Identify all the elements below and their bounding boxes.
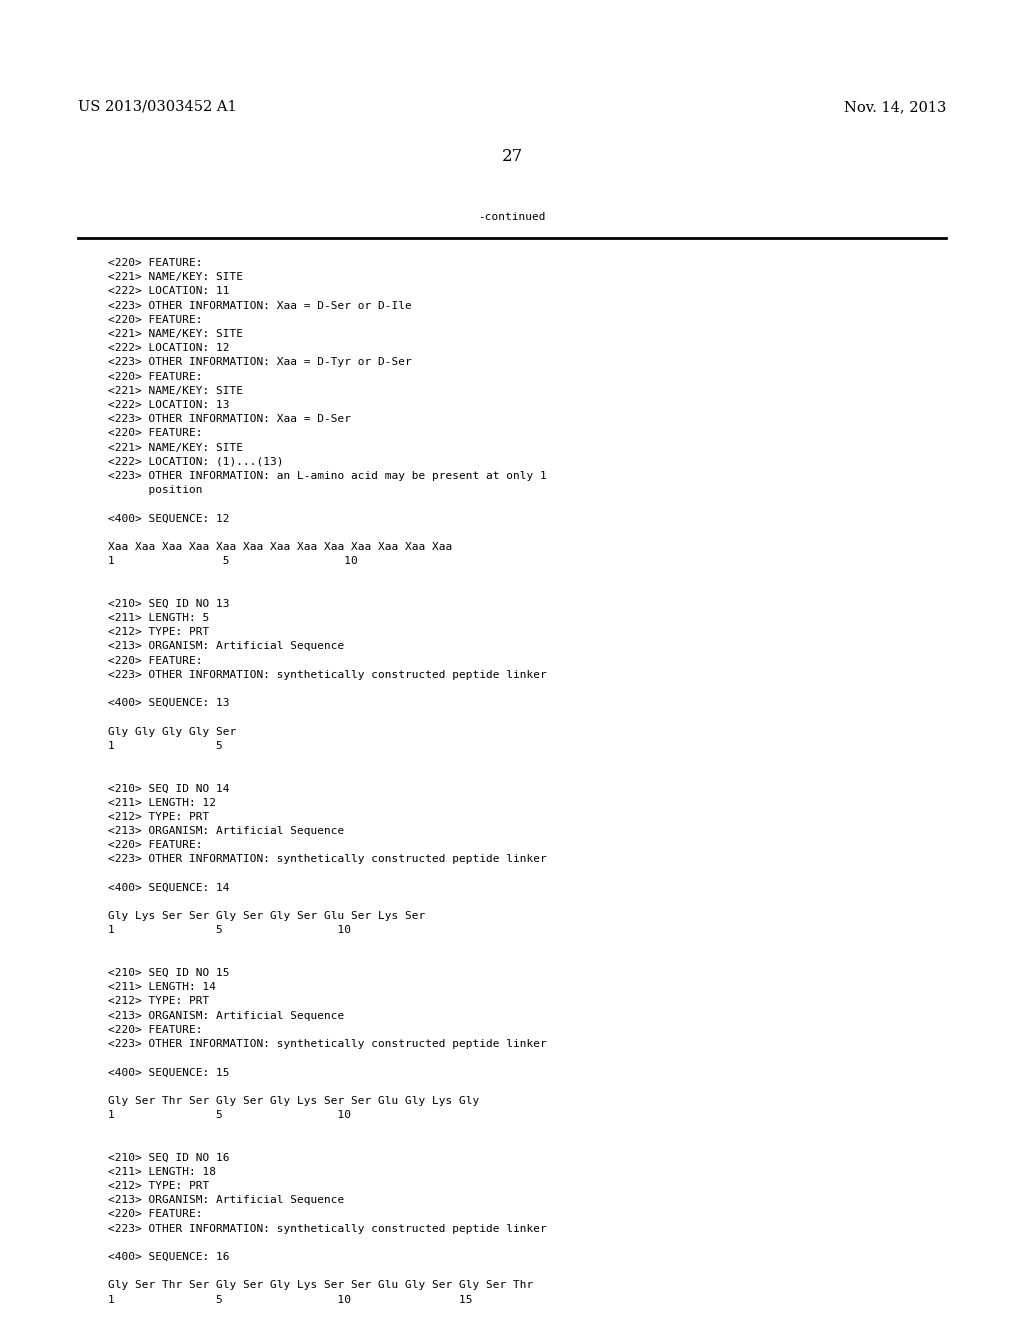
Text: <210> SEQ ID NO 15: <210> SEQ ID NO 15 <box>108 968 229 978</box>
Text: <210> SEQ ID NO 16: <210> SEQ ID NO 16 <box>108 1152 229 1163</box>
Text: <212> TYPE: PRT: <212> TYPE: PRT <box>108 997 209 1006</box>
Text: Gly Gly Gly Gly Ser: Gly Gly Gly Gly Ser <box>108 726 237 737</box>
Text: Gly Lys Ser Ser Gly Ser Gly Ser Glu Ser Lys Ser: Gly Lys Ser Ser Gly Ser Gly Ser Glu Ser … <box>108 911 425 921</box>
Text: <223> OTHER INFORMATION: Xaa = D-Tyr or D-Ser: <223> OTHER INFORMATION: Xaa = D-Tyr or … <box>108 358 412 367</box>
Text: <213> ORGANISM: Artificial Sequence: <213> ORGANISM: Artificial Sequence <box>108 826 344 836</box>
Text: 27: 27 <box>502 148 522 165</box>
Text: <211> LENGTH: 5: <211> LENGTH: 5 <box>108 612 209 623</box>
Text: <212> TYPE: PRT: <212> TYPE: PRT <box>108 812 209 822</box>
Text: <223> OTHER INFORMATION: synthetically constructed peptide linker: <223> OTHER INFORMATION: synthetically c… <box>108 669 547 680</box>
Text: <223> OTHER INFORMATION: an L-amino acid may be present at only 1: <223> OTHER INFORMATION: an L-amino acid… <box>108 471 547 480</box>
Text: Xaa Xaa Xaa Xaa Xaa Xaa Xaa Xaa Xaa Xaa Xaa Xaa Xaa: Xaa Xaa Xaa Xaa Xaa Xaa Xaa Xaa Xaa Xaa … <box>108 543 453 552</box>
Text: <212> TYPE: PRT: <212> TYPE: PRT <box>108 627 209 638</box>
Text: <220> FEATURE:: <220> FEATURE: <box>108 429 203 438</box>
Text: 1               5: 1 5 <box>108 741 223 751</box>
Text: position: position <box>108 486 203 495</box>
Text: <210> SEQ ID NO 14: <210> SEQ ID NO 14 <box>108 783 229 793</box>
Text: <400> SEQUENCE: 16: <400> SEQUENCE: 16 <box>108 1251 229 1262</box>
Text: <400> SEQUENCE: 13: <400> SEQUENCE: 13 <box>108 698 229 709</box>
Text: 1               5                 10: 1 5 10 <box>108 1110 351 1119</box>
Text: 1                5                 10: 1 5 10 <box>108 556 357 566</box>
Text: 1               5                 10: 1 5 10 <box>108 925 351 936</box>
Text: <222> LOCATION: (1)...(13): <222> LOCATION: (1)...(13) <box>108 457 284 467</box>
Text: <220> FEATURE:: <220> FEATURE: <box>108 372 203 381</box>
Text: <221> NAME/KEY: SITE: <221> NAME/KEY: SITE <box>108 272 243 282</box>
Text: <211> LENGTH: 12: <211> LENGTH: 12 <box>108 797 216 808</box>
Text: <222> LOCATION: 11: <222> LOCATION: 11 <box>108 286 229 297</box>
Text: <223> OTHER INFORMATION: synthetically constructed peptide linker: <223> OTHER INFORMATION: synthetically c… <box>108 854 547 865</box>
Text: <223> OTHER INFORMATION: synthetically constructed peptide linker: <223> OTHER INFORMATION: synthetically c… <box>108 1224 547 1234</box>
Text: Gly Ser Thr Ser Gly Ser Gly Lys Ser Ser Glu Gly Ser Gly Ser Thr: Gly Ser Thr Ser Gly Ser Gly Lys Ser Ser … <box>108 1280 534 1291</box>
Text: <220> FEATURE:: <220> FEATURE: <box>108 257 203 268</box>
Text: <223> OTHER INFORMATION: Xaa = D-Ser: <223> OTHER INFORMATION: Xaa = D-Ser <box>108 414 351 424</box>
Text: <213> ORGANISM: Artificial Sequence: <213> ORGANISM: Artificial Sequence <box>108 1011 344 1020</box>
Text: <222> LOCATION: 13: <222> LOCATION: 13 <box>108 400 229 411</box>
Text: <220> FEATURE:: <220> FEATURE: <box>108 314 203 325</box>
Text: <213> ORGANISM: Artificial Sequence: <213> ORGANISM: Artificial Sequence <box>108 1195 344 1205</box>
Text: US 2013/0303452 A1: US 2013/0303452 A1 <box>78 100 237 114</box>
Text: <212> TYPE: PRT: <212> TYPE: PRT <box>108 1181 209 1191</box>
Text: <220> FEATURE:: <220> FEATURE: <box>108 656 203 665</box>
Text: <400> SEQUENCE: 12: <400> SEQUENCE: 12 <box>108 513 229 524</box>
Text: <211> LENGTH: 18: <211> LENGTH: 18 <box>108 1167 216 1177</box>
Text: <220> FEATURE:: <220> FEATURE: <box>108 1209 203 1220</box>
Text: <400> SEQUENCE: 15: <400> SEQUENCE: 15 <box>108 1068 229 1077</box>
Text: <223> OTHER INFORMATION: synthetically constructed peptide linker: <223> OTHER INFORMATION: synthetically c… <box>108 1039 547 1049</box>
Text: <220> FEATURE:: <220> FEATURE: <box>108 1024 203 1035</box>
Text: <223> OTHER INFORMATION: Xaa = D-Ser or D-Ile: <223> OTHER INFORMATION: Xaa = D-Ser or … <box>108 301 412 310</box>
Text: Nov. 14, 2013: Nov. 14, 2013 <box>844 100 946 114</box>
Text: <210> SEQ ID NO 13: <210> SEQ ID NO 13 <box>108 599 229 609</box>
Text: <221> NAME/KEY: SITE: <221> NAME/KEY: SITE <box>108 329 243 339</box>
Text: <213> ORGANISM: Artificial Sequence: <213> ORGANISM: Artificial Sequence <box>108 642 344 651</box>
Text: <400> SEQUENCE: 14: <400> SEQUENCE: 14 <box>108 883 229 892</box>
Text: 1               5                 10                15: 1 5 10 15 <box>108 1295 472 1304</box>
Text: <211> LENGTH: 14: <211> LENGTH: 14 <box>108 982 216 993</box>
Text: <221> NAME/KEY: SITE: <221> NAME/KEY: SITE <box>108 385 243 396</box>
Text: Gly Ser Thr Ser Gly Ser Gly Lys Ser Ser Glu Gly Lys Gly: Gly Ser Thr Ser Gly Ser Gly Lys Ser Ser … <box>108 1096 479 1106</box>
Text: <222> LOCATION: 12: <222> LOCATION: 12 <box>108 343 229 354</box>
Text: -continued: -continued <box>478 213 546 222</box>
Text: <220> FEATURE:: <220> FEATURE: <box>108 841 203 850</box>
Text: <221> NAME/KEY: SITE: <221> NAME/KEY: SITE <box>108 442 243 453</box>
